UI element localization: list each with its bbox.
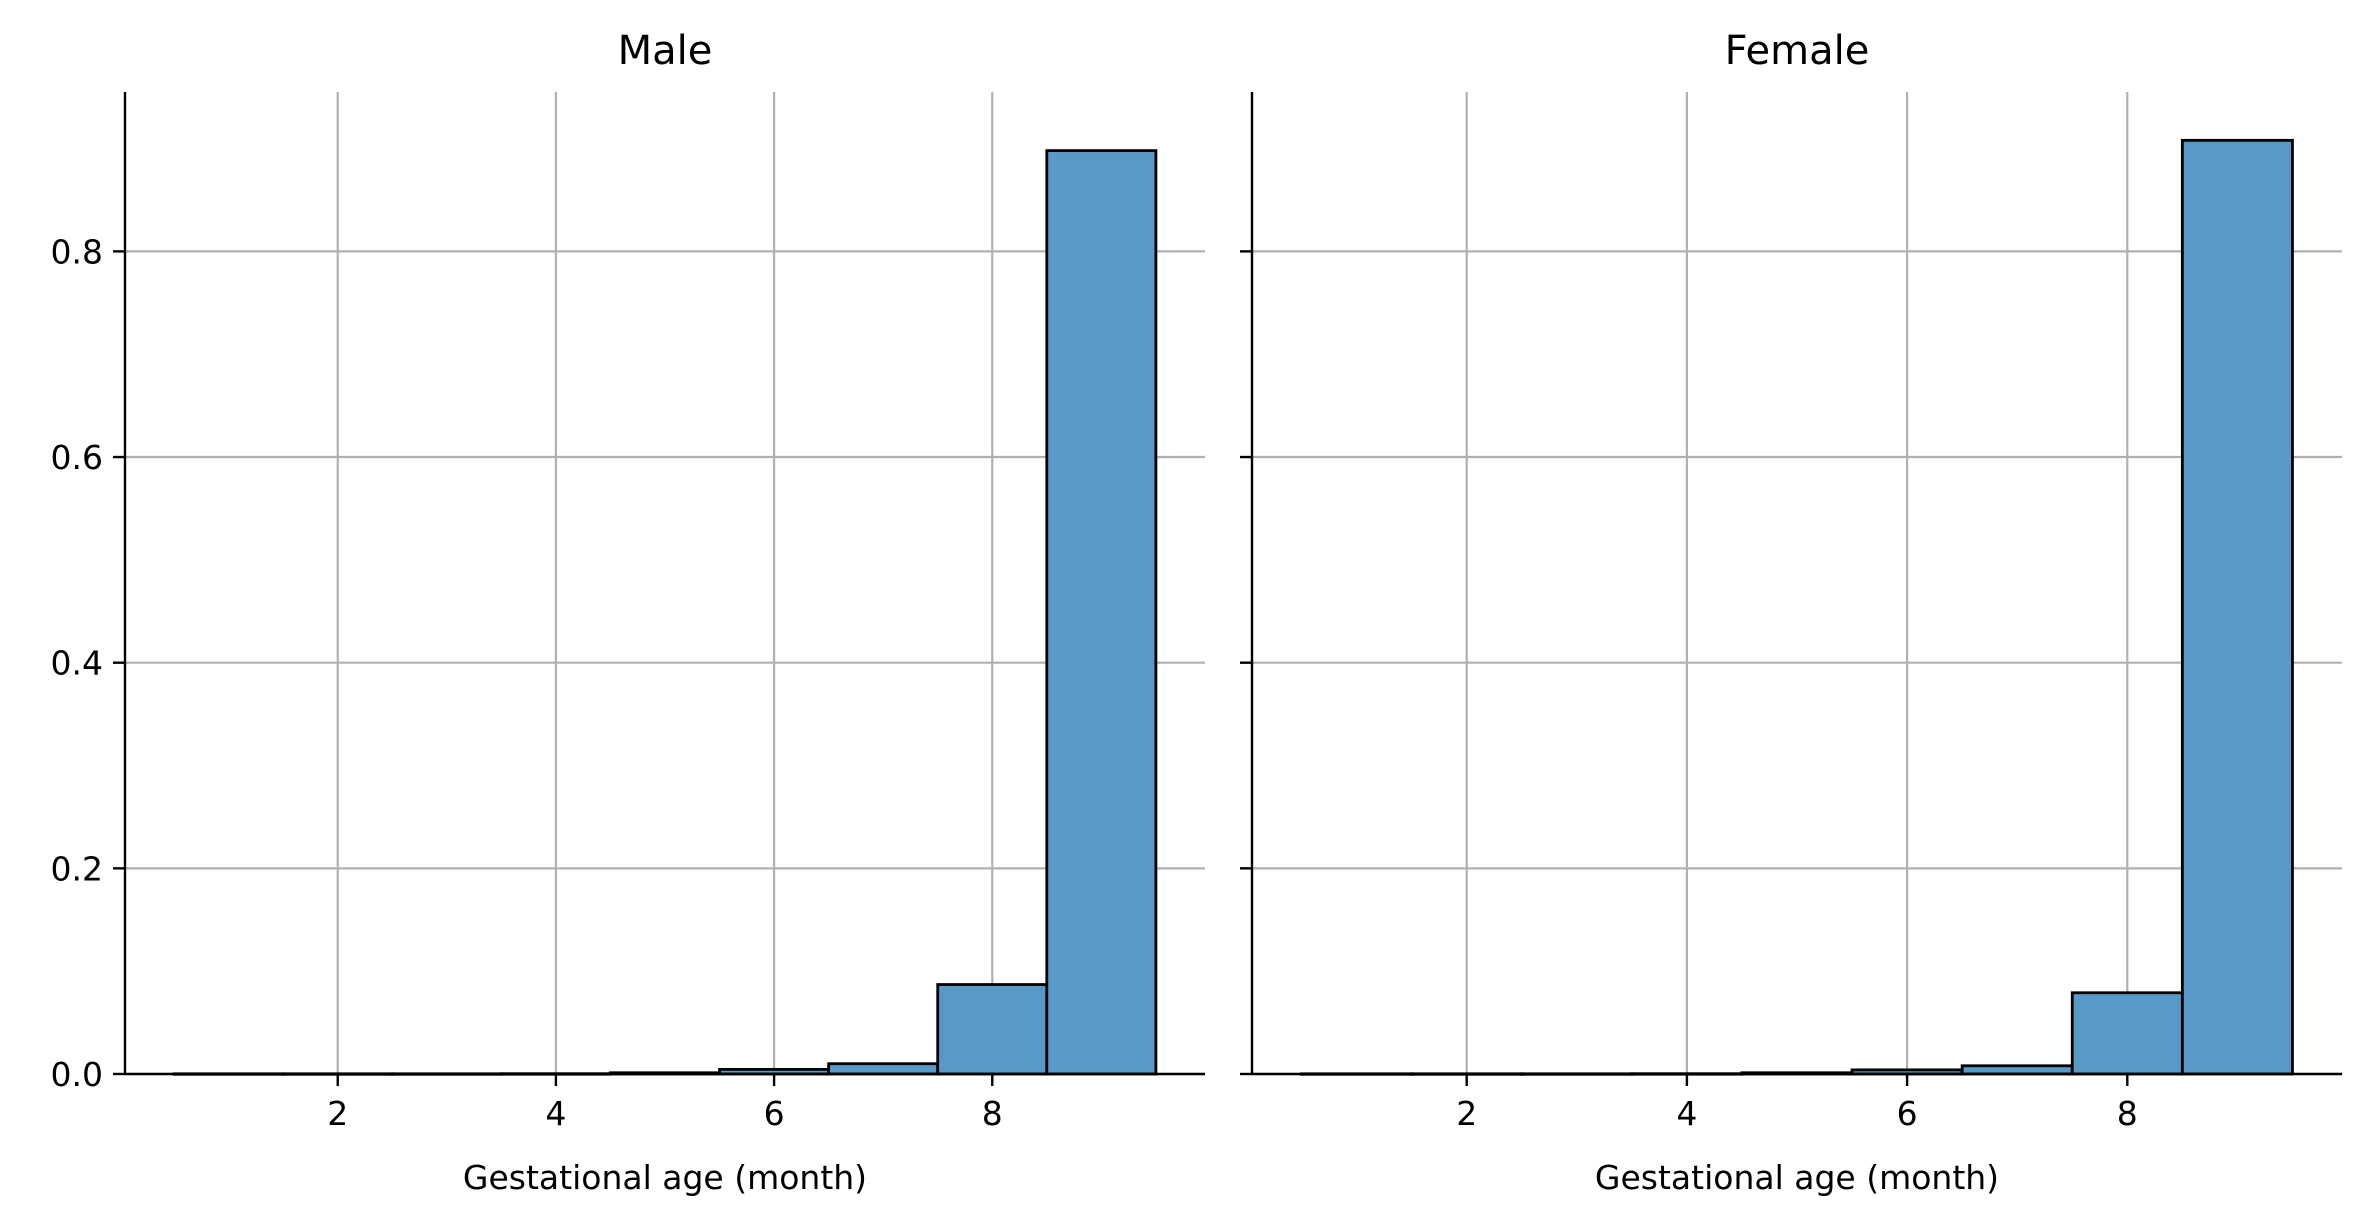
x-tick-label: 6	[1897, 1094, 1918, 1133]
histogram-bar	[827, 1062, 940, 1076]
female-panel: 2 4 6 8 Gestational age (month) Female	[1240, 28, 2342, 1197]
x-axis-label: Gestational age (month)	[1595, 1158, 1999, 1197]
x-tick-label: 4	[1676, 1094, 1697, 1133]
histogram-bar	[936, 983, 1049, 1076]
x-tick-label: 8	[982, 1094, 1003, 1133]
y-tick-label: 0.2	[51, 849, 103, 888]
panel-title: Female	[1725, 28, 1870, 74]
x-tick-label: 8	[2117, 1094, 2138, 1133]
histogram-bar	[1960, 1064, 2074, 1076]
x-axis-label: Gestational age (month)	[463, 1158, 867, 1197]
histogram-bar	[1045, 149, 1158, 1076]
x-tick-label: 4	[545, 1094, 566, 1133]
y-tick-label: 0.4	[51, 644, 103, 683]
panel-title: Male	[618, 28, 713, 74]
histogram-bar	[2070, 991, 2184, 1076]
histogram-bar	[2180, 138, 2294, 1076]
x-tick-label: 2	[327, 1094, 348, 1133]
y-tick-label: 0.8	[51, 232, 103, 271]
x-tick-label: 2	[1456, 1094, 1477, 1133]
x-tick-label: 6	[764, 1094, 785, 1133]
y-tick-label: 0.0	[51, 1055, 103, 1094]
y-tick-label: 0.6	[51, 438, 103, 477]
male-panel: 2 4 6 8 0.0 0.2 0.4 0.6 0.8 Gestational age (mont…	[51, 28, 1205, 1197]
